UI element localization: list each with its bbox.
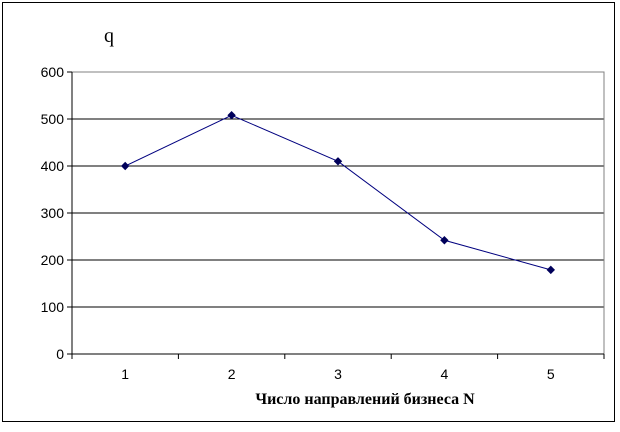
y-tick-label: 0 xyxy=(56,346,64,362)
x-tick-label: 2 xyxy=(228,366,236,382)
x-axis-label: Число направлений бизнеса N xyxy=(255,391,475,408)
y-tick-label: 500 xyxy=(41,111,65,127)
y-tick-label: 300 xyxy=(41,205,65,221)
series-layer xyxy=(120,111,556,275)
y-axis-ticks: 0 100 200 300 400 500 600 xyxy=(41,64,72,362)
y-tick-label: 200 xyxy=(41,252,65,268)
y-axis-label: q xyxy=(104,25,114,47)
data-point xyxy=(333,157,343,166)
y-tick-label: 100 xyxy=(41,299,65,315)
x-tick-label: 1 xyxy=(121,366,129,382)
data-point xyxy=(546,265,556,275)
x-tick-label: 5 xyxy=(547,366,555,382)
x-tick-label: 4 xyxy=(441,366,449,382)
y-tick-label: 400 xyxy=(41,158,65,174)
series-line xyxy=(124,114,551,271)
data-point xyxy=(120,161,130,171)
data-point xyxy=(440,236,449,245)
y-tick-label: 600 xyxy=(41,64,65,80)
x-tick-label: 3 xyxy=(334,366,342,382)
x-axis-ticks: 1 2 3 4 5 xyxy=(71,354,605,382)
gridlines xyxy=(72,71,604,308)
data-point xyxy=(227,111,236,120)
